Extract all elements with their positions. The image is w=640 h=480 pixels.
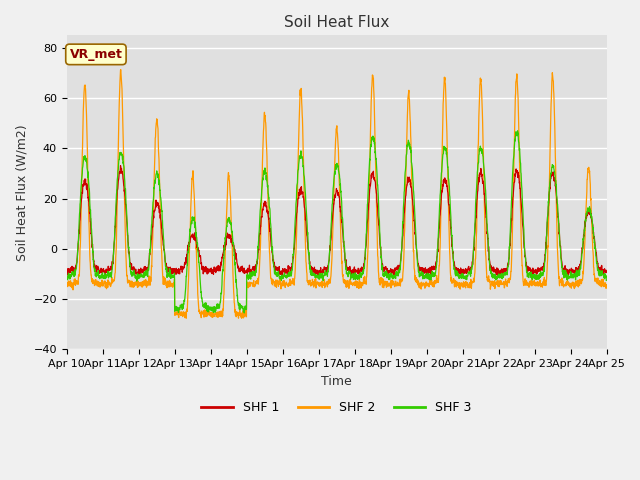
- Y-axis label: Soil Heat Flux (W/m2): Soil Heat Flux (W/m2): [15, 124, 28, 261]
- Legend: SHF 1, SHF 2, SHF 3: SHF 1, SHF 2, SHF 3: [196, 396, 477, 420]
- X-axis label: Time: Time: [321, 374, 352, 387]
- Text: VR_met: VR_met: [70, 48, 122, 61]
- Title: Soil Heat Flux: Soil Heat Flux: [284, 15, 389, 30]
